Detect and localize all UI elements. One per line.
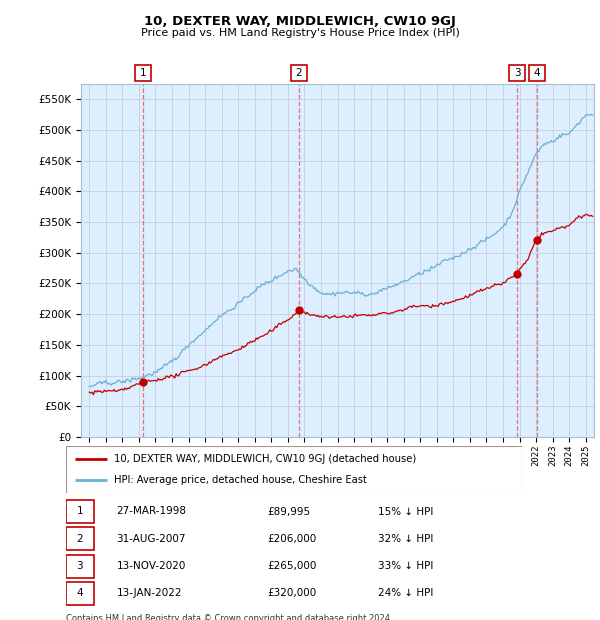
- Text: 1: 1: [77, 507, 83, 516]
- FancyBboxPatch shape: [66, 582, 94, 604]
- FancyBboxPatch shape: [509, 65, 526, 81]
- FancyBboxPatch shape: [529, 65, 545, 81]
- Text: 10, DEXTER WAY, MIDDLEWICH, CW10 9GJ (detached house): 10, DEXTER WAY, MIDDLEWICH, CW10 9GJ (de…: [114, 454, 416, 464]
- Text: Price paid vs. HM Land Registry's House Price Index (HPI): Price paid vs. HM Land Registry's House …: [140, 28, 460, 38]
- Text: 24% ↓ HPI: 24% ↓ HPI: [379, 588, 434, 598]
- Text: 32% ↓ HPI: 32% ↓ HPI: [379, 534, 434, 544]
- Text: 2: 2: [77, 534, 83, 544]
- FancyBboxPatch shape: [134, 65, 151, 81]
- Text: 31-AUG-2007: 31-AUG-2007: [116, 534, 186, 544]
- Text: £320,000: £320,000: [268, 588, 317, 598]
- Text: 13-JAN-2022: 13-JAN-2022: [116, 588, 182, 598]
- Text: 3: 3: [514, 68, 521, 78]
- Text: 33% ↓ HPI: 33% ↓ HPI: [379, 561, 434, 571]
- Text: £265,000: £265,000: [268, 561, 317, 571]
- Text: 1: 1: [139, 68, 146, 78]
- FancyBboxPatch shape: [66, 528, 94, 550]
- Text: 4: 4: [533, 68, 540, 78]
- FancyBboxPatch shape: [291, 65, 307, 81]
- Text: 3: 3: [77, 561, 83, 571]
- Text: HPI: Average price, detached house, Cheshire East: HPI: Average price, detached house, Ches…: [114, 476, 367, 485]
- Text: 10, DEXTER WAY, MIDDLEWICH, CW10 9GJ: 10, DEXTER WAY, MIDDLEWICH, CW10 9GJ: [144, 16, 456, 29]
- FancyBboxPatch shape: [66, 555, 94, 577]
- Bar: [517, 84, 594, 437]
- Text: 15% ↓ HPI: 15% ↓ HPI: [379, 507, 434, 516]
- FancyBboxPatch shape: [66, 500, 94, 523]
- Text: 4: 4: [77, 588, 83, 598]
- Text: Contains HM Land Registry data © Crown copyright and database right 2024.: Contains HM Land Registry data © Crown c…: [66, 614, 392, 620]
- Text: 2: 2: [296, 68, 302, 78]
- Text: £206,000: £206,000: [268, 534, 317, 544]
- Text: 13-NOV-2020: 13-NOV-2020: [116, 561, 186, 571]
- FancyBboxPatch shape: [66, 446, 522, 493]
- Text: £89,995: £89,995: [268, 507, 311, 516]
- Text: 27-MAR-1998: 27-MAR-1998: [116, 507, 187, 516]
